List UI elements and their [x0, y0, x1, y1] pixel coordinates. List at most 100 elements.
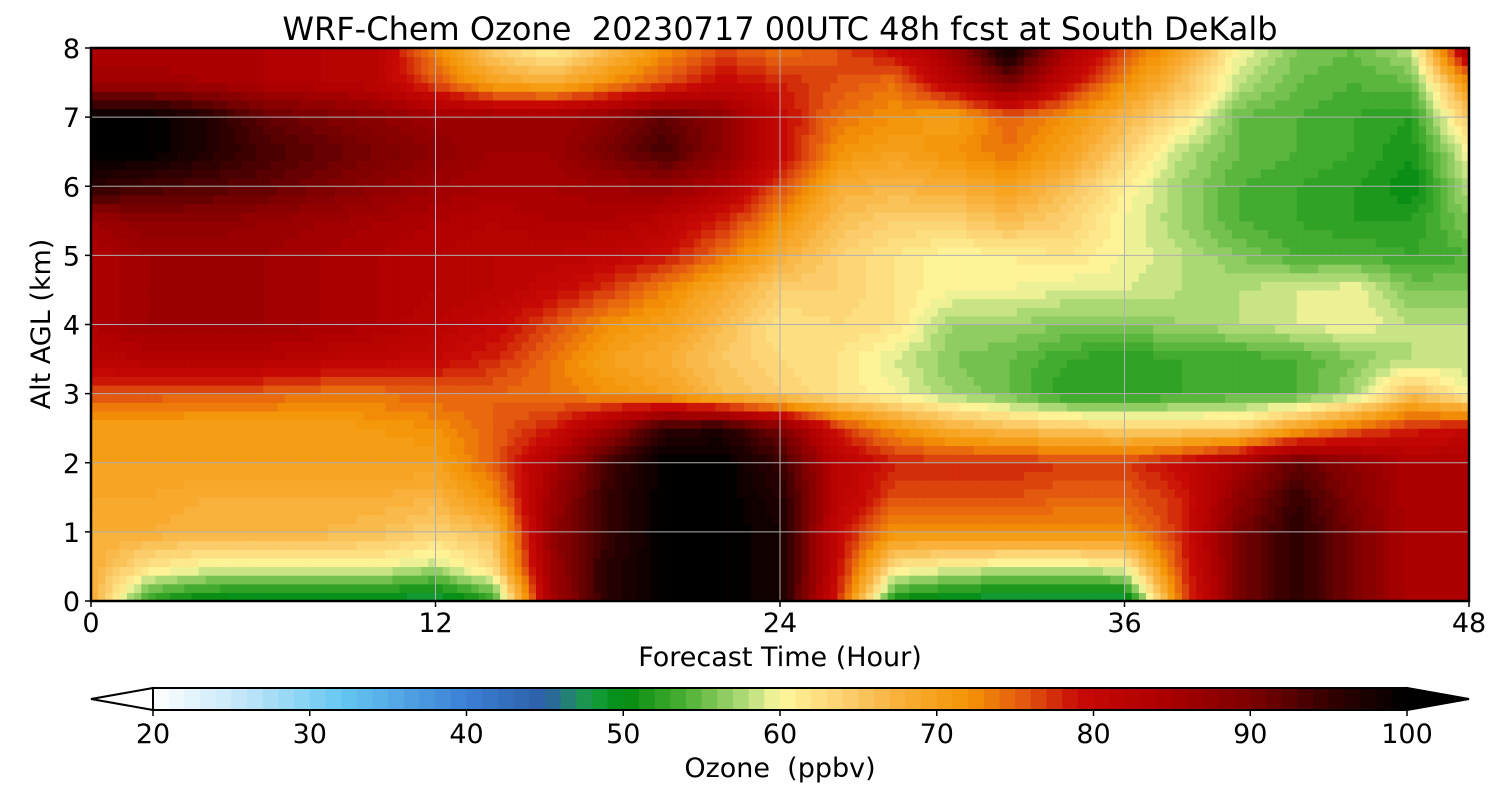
heatmap-cell — [1296, 566, 1305, 576]
heatmap-cell — [980, 393, 989, 403]
heatmap-cell — [1454, 592, 1463, 601]
heatmap-cell — [378, 445, 386, 455]
heatmap-cell — [413, 480, 422, 490]
heatmap-cell — [162, 402, 171, 412]
heatmap-cell — [1303, 592, 1312, 601]
heatmap-cell — [1375, 540, 1384, 550]
heatmap-cell — [672, 523, 681, 533]
heatmap-cell — [1009, 497, 1018, 507]
heatmap-cell — [564, 454, 573, 464]
heatmap-cell — [579, 540, 587, 550]
heatmap-cell — [1131, 436, 1140, 447]
heatmap-cell — [1411, 445, 1420, 455]
heatmap-cell — [148, 540, 157, 550]
heatmap-cell — [1203, 419, 1212, 429]
heatmap-cell — [464, 557, 472, 568]
heatmap-cell — [1260, 488, 1269, 498]
heatmap-cell — [248, 575, 257, 585]
heatmap-cell — [665, 549, 673, 559]
heatmap-cell — [1354, 428, 1362, 438]
heatmap-cell — [220, 480, 228, 490]
heatmap-cell — [571, 410, 580, 421]
heatmap-cell — [995, 488, 1004, 498]
heatmap-cell — [923, 575, 932, 585]
heatmap-cell — [1346, 566, 1355, 576]
heatmap-cell — [729, 393, 738, 403]
heatmap-cell — [1189, 592, 1197, 601]
heatmap-cell — [1253, 540, 1262, 550]
heatmap-cell — [191, 419, 200, 429]
heatmap-cell — [428, 549, 437, 559]
heatmap-cell — [421, 384, 429, 395]
heatmap-cell — [543, 376, 551, 386]
heatmap-cell — [650, 540, 659, 550]
heatmap-cell — [1325, 376, 1334, 386]
heatmap-cell — [564, 462, 573, 472]
heatmap-cell — [1196, 505, 1205, 516]
heatmap-cell — [528, 557, 537, 568]
heatmap-cell — [1418, 549, 1427, 559]
heatmap-cell — [406, 557, 415, 568]
heatmap-cell — [349, 393, 358, 403]
heatmap-cell — [693, 583, 702, 593]
heatmap-cell — [256, 419, 264, 429]
heatmap-cell — [356, 410, 365, 421]
heatmap-cell — [593, 428, 602, 438]
heatmap-cell — [930, 376, 939, 386]
heatmap-cell — [909, 384, 917, 395]
heatmap-cell — [1361, 471, 1370, 481]
heatmap-cell — [995, 462, 1004, 472]
heatmap-cell — [701, 376, 709, 386]
heatmap-cell — [1440, 497, 1449, 507]
heatmap-cell — [916, 454, 925, 464]
heatmap-cell — [1038, 393, 1047, 403]
heatmap-cell — [1088, 540, 1097, 550]
heatmap-cell — [1160, 384, 1169, 395]
heatmap-cell — [1095, 428, 1104, 438]
heatmap-cell — [507, 384, 516, 395]
heatmap-cell — [1397, 445, 1406, 455]
heatmap-cell — [306, 557, 315, 568]
heatmap-cell — [457, 523, 465, 533]
heatmap-cell — [435, 462, 444, 472]
heatmap-cell — [1361, 480, 1370, 490]
heatmap-cell — [622, 402, 630, 412]
heatmap-cell — [758, 376, 767, 386]
heatmap-cell — [385, 523, 394, 533]
heatmap-cell — [858, 583, 867, 593]
heatmap-cell — [385, 557, 394, 568]
heatmap-cell — [622, 384, 630, 395]
heatmap-cell — [112, 566, 121, 576]
heatmap-cell — [550, 454, 559, 464]
heatmap-cell — [1095, 462, 1104, 472]
heatmap-cell — [894, 566, 903, 576]
heatmap-cell — [471, 384, 480, 395]
heatmap-cell — [1440, 402, 1449, 412]
heatmap-cell — [284, 575, 293, 585]
heatmap-cell — [1246, 566, 1255, 576]
heatmap-cell — [1131, 410, 1140, 421]
heatmap-cell — [1024, 393, 1032, 403]
heatmap-cell — [1081, 566, 1090, 576]
heatmap-cell — [622, 436, 630, 447]
heatmap-cell — [91, 428, 99, 438]
heatmap-cell — [205, 436, 214, 447]
heatmap-cell — [205, 531, 214, 542]
heatmap-cell — [1246, 497, 1255, 507]
heatmap-cell — [1303, 531, 1312, 542]
heatmap-cell — [1031, 445, 1039, 455]
heatmap-cell — [1346, 480, 1355, 490]
heatmap-cell — [1210, 393, 1219, 403]
heatmap-cell — [550, 480, 559, 490]
heatmap-cell — [1181, 497, 1190, 507]
heatmap-cell — [973, 575, 982, 585]
heatmap-cell — [1411, 454, 1420, 464]
heatmap-cell — [1382, 480, 1391, 490]
heatmap-cell — [234, 549, 243, 559]
heatmap-cell — [485, 454, 494, 464]
heatmap-cell — [722, 523, 731, 533]
heatmap-cell — [1074, 549, 1083, 559]
heatmap-cell — [830, 505, 839, 516]
heatmap-cell — [1224, 575, 1233, 585]
heatmap-cell — [1246, 531, 1255, 542]
